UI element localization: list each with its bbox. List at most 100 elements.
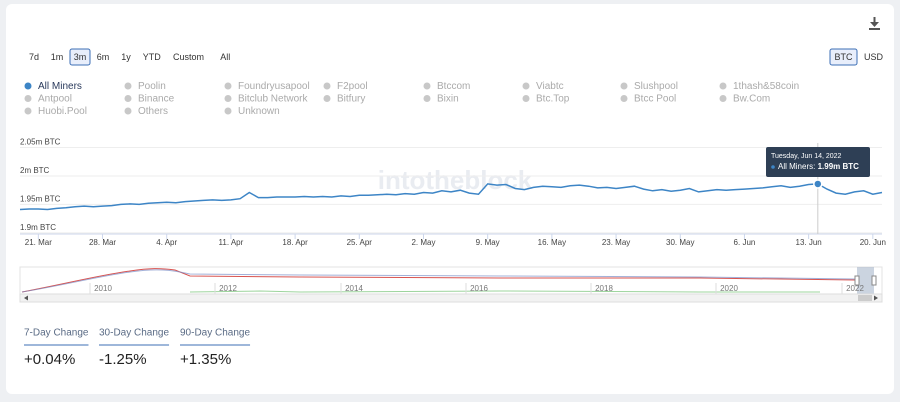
legend-label: Foundryusapool: [238, 81, 310, 92]
navigator-year: 2022: [846, 284, 864, 293]
legend-item[interactable]: Others: [124, 106, 169, 117]
legend-label: Binance: [138, 94, 175, 105]
button-bg: [859, 48, 888, 66]
y-tick-label: 2.05m BTC: [20, 138, 61, 147]
range-button[interactable]: Custom: [167, 48, 210, 66]
currency-button[interactable]: BTC: [829, 48, 858, 66]
legend-dot: [522, 82, 530, 90]
legend-item[interactable]: Btc.Top: [522, 94, 570, 105]
change-label: 30-Day Change: [99, 328, 169, 339]
legend-dot: [620, 95, 628, 102]
legend-dot: [124, 107, 132, 115]
button-label: 1y: [121, 52, 131, 62]
x-tick-label: 20. Jun: [860, 238, 886, 247]
legend-item[interactable]: Bitfury: [323, 94, 366, 105]
range-button[interactable]: 7d: [23, 48, 45, 66]
legend-label: Poolin: [138, 81, 166, 92]
legend-item[interactable]: Bixin: [423, 94, 459, 105]
legend-item[interactable]: Unknown: [224, 106, 280, 117]
button-bg: [829, 48, 858, 66]
x-tick-label: 11. Apr: [219, 238, 244, 247]
range-button[interactable]: All: [212, 48, 239, 66]
change-label: 90-Day Change: [180, 328, 250, 339]
y-tick-label: 1.95m BTC: [20, 195, 61, 204]
tooltip-number: 1.99m BTC: [818, 162, 860, 171]
y-tick-label: 2m BTC: [20, 166, 50, 175]
range-button[interactable]: 6m: [92, 48, 114, 66]
button-label: All: [220, 52, 230, 62]
button-label: 1m: [51, 52, 64, 62]
legend-item[interactable]: Antpool: [24, 94, 72, 105]
tooltip-dot: [771, 165, 775, 169]
legend-label: Others: [138, 106, 168, 117]
legend-dot: [224, 82, 232, 90]
change-value: +1.35%: [180, 351, 231, 368]
change-label: 7-Day Change: [24, 328, 89, 339]
x-tick-label: 18. Apr: [282, 238, 308, 247]
legend-item[interactable]: Poolin: [124, 81, 166, 92]
x-tick-label: 9. May: [476, 238, 500, 247]
legend-item[interactable]: F2pool: [323, 81, 368, 92]
legend-item[interactable]: Bitclub Network: [224, 94, 309, 105]
tooltip-series: All Miners: [778, 162, 813, 171]
legend-label: Slushpool: [634, 81, 678, 92]
navigator-year: 2012: [219, 284, 237, 293]
legend-label: Btccom: [437, 81, 470, 92]
legend-item[interactable]: Foundryusapool: [224, 81, 310, 92]
x-tick-label: 23. May: [602, 238, 630, 247]
legend-dot: [423, 82, 431, 90]
legend-dot: [24, 95, 32, 102]
range-button[interactable]: 1m: [46, 48, 68, 66]
legend-item[interactable]: Slushpool: [620, 81, 678, 92]
navigator-year: 2010: [94, 284, 112, 293]
legend-item[interactable]: 1thash&58coin: [719, 81, 800, 92]
legend-item[interactable]: Viabtc: [522, 81, 564, 92]
button-bg: [115, 48, 137, 66]
button-label: YTD: [143, 52, 162, 62]
button-bg: [138, 48, 165, 66]
x-tick-label: 21. Mar: [25, 238, 52, 247]
legend-item[interactable]: Binance: [124, 94, 175, 105]
legend-item[interactable]: All Miners: [24, 81, 82, 92]
tooltip-box: [766, 147, 870, 177]
download-icon[interactable]: [869, 17, 880, 30]
legend-dot: [124, 82, 132, 90]
x-tick-label: 13. Jun: [796, 238, 822, 247]
tooltip-value: All Miners: 1.99m BTC: [778, 162, 859, 171]
legend-dot: [719, 82, 727, 90]
button-bg: [167, 48, 210, 66]
legend-label: All Miners: [38, 81, 82, 92]
x-tick-label: 2. May: [411, 238, 435, 247]
button-bg: [212, 48, 239, 66]
x-tick-label: 6. Jun: [734, 238, 756, 247]
change-value: +0.04%: [24, 351, 75, 368]
button-bg: [69, 48, 91, 66]
legend-item[interactable]: Huobi.Pool: [24, 106, 87, 117]
x-tick-label: 28. Mar: [89, 238, 116, 247]
x-tick-label: 30. May: [666, 238, 694, 247]
range-button[interactable]: 1y: [115, 48, 137, 66]
legend-dot: [224, 107, 232, 115]
legend-item[interactable]: Btcc Pool: [620, 94, 677, 105]
legend-dot: [323, 95, 331, 102]
range-button[interactable]: 3m: [69, 48, 91, 66]
navigator-year: 2018: [595, 284, 613, 293]
navigator-year: 2016: [470, 284, 488, 293]
change-value: -1.25%: [99, 351, 147, 368]
x-tick-label: 4. Apr: [156, 238, 177, 247]
range-button[interactable]: YTD: [138, 48, 165, 66]
tooltip-date: Tuesday, Jun 14, 2022: [771, 153, 842, 160]
currency-button[interactable]: USD: [859, 48, 888, 66]
series-line: [19, 183, 883, 211]
legend-item[interactable]: Bw.Com: [719, 94, 771, 105]
legend-label: Btc.Top: [536, 94, 570, 105]
button-label: BTC: [835, 52, 854, 62]
legend-dot: [522, 95, 530, 102]
legend-label: Huobi.Pool: [38, 106, 87, 117]
button-bg: [23, 48, 45, 66]
legend-label: Viabtc: [536, 81, 564, 92]
legend-label: Unknown: [238, 106, 280, 117]
legend-item[interactable]: Btccom: [423, 81, 471, 92]
